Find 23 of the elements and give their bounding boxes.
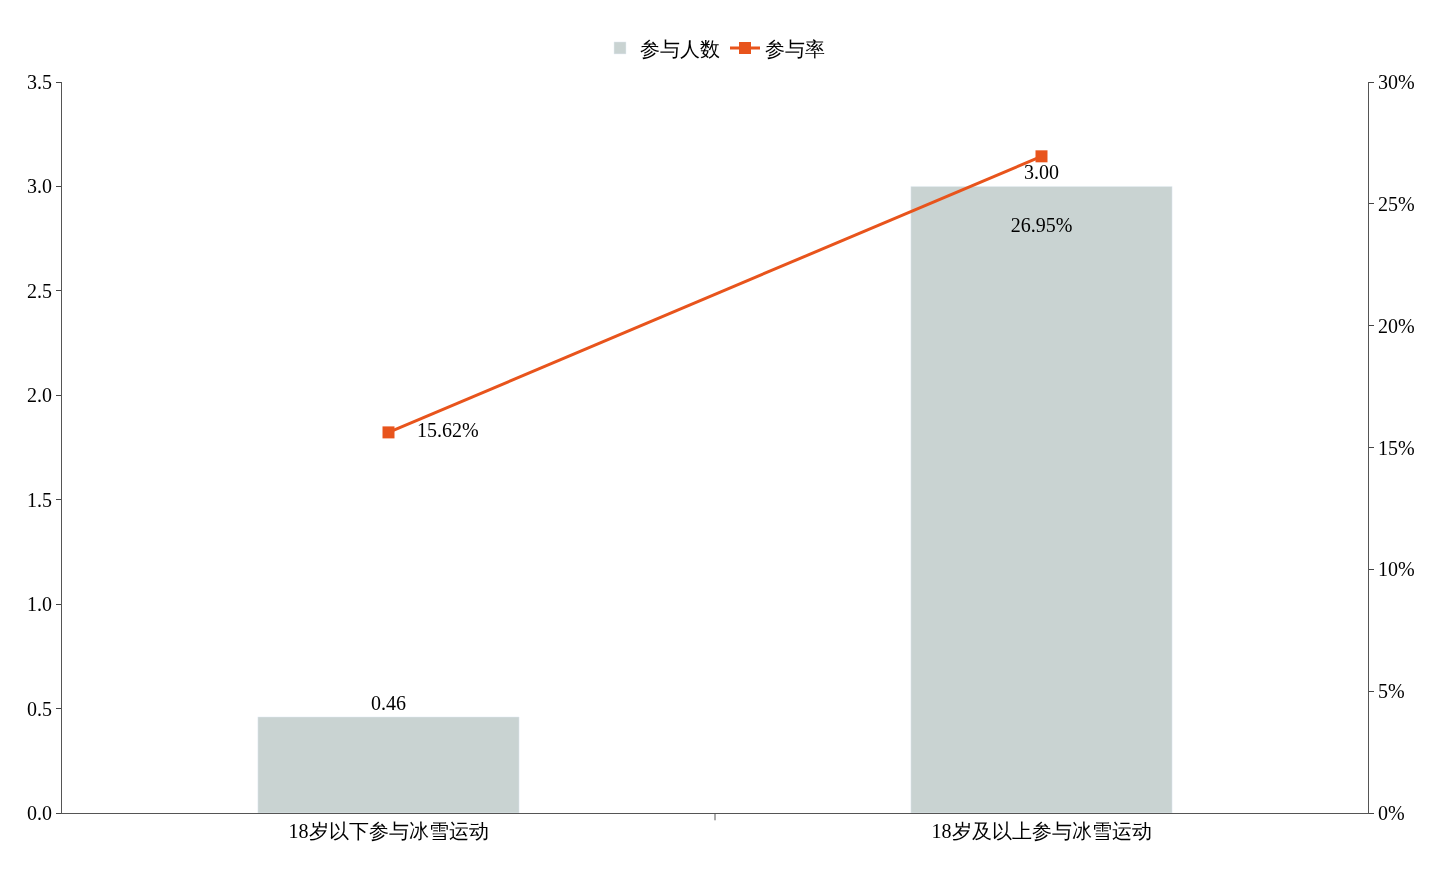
y-tick-label: 1.5 <box>27 488 52 511</box>
x-tick-label: 18岁及以上参与冰雪运动 <box>931 820 1152 842</box>
data-label: 3.00 <box>1024 161 1059 184</box>
y-tick-label: 0.0 <box>27 802 52 824</box>
legend-label: 参与人数 <box>640 37 720 60</box>
y2-tick-label: 15% <box>1378 436 1415 459</box>
y-tick-label: 2.5 <box>27 279 52 302</box>
y2-tick-label: 25% <box>1378 192 1415 215</box>
y2-tick-label: 30% <box>1378 71 1415 93</box>
y-tick-label: 1.0 <box>27 593 52 616</box>
data-label: 26.95% <box>1010 213 1073 236</box>
data-label: 0.46 <box>371 691 406 714</box>
y-tick-label: 3.5 <box>27 71 52 93</box>
y-tick-label: 3.0 <box>27 175 52 198</box>
y-tick-label: 2.0 <box>27 384 52 407</box>
y2-tick-label: 20% <box>1378 314 1415 337</box>
y2-tick-label: 10% <box>1378 558 1415 581</box>
data-label: 15.62% <box>397 419 479 442</box>
x-tick-label: 18岁以下参与冰雪运动 <box>288 820 489 842</box>
y2-tick-label: 5% <box>1378 680 1405 703</box>
legend-label: 参与率 <box>765 37 825 60</box>
y-tick-label: 0.5 <box>27 697 52 720</box>
y2-tick-label: 0% <box>1378 802 1405 824</box>
